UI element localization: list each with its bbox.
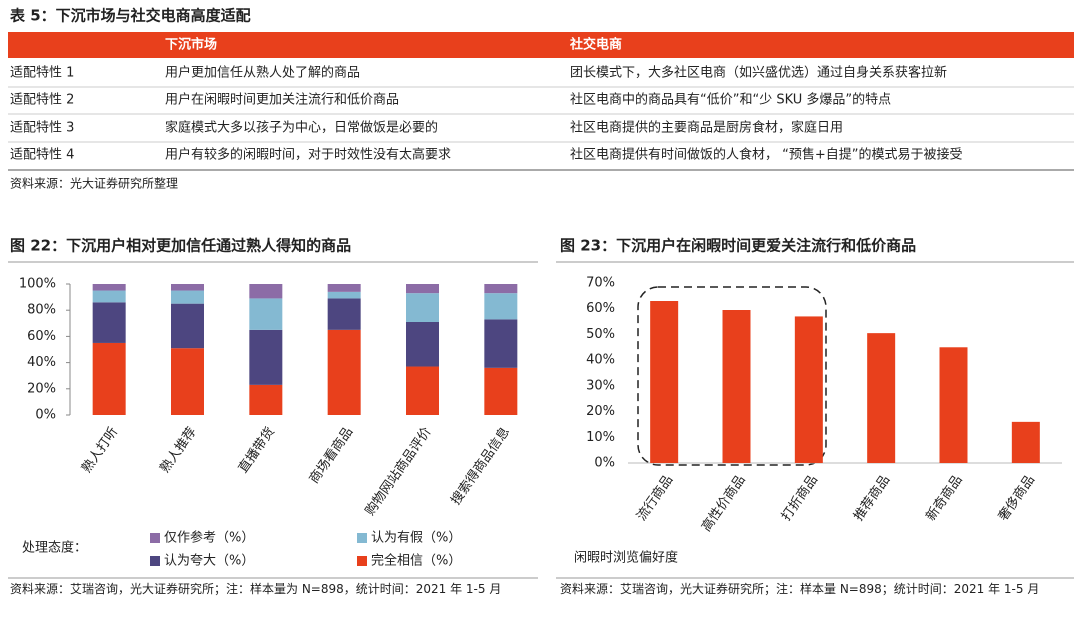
- bar-segment: [92, 342, 126, 415]
- x-tick-label: 奢侈商品: [996, 473, 1038, 524]
- x-tick-label: 熟人推荐: [157, 424, 200, 476]
- table-header-bg: [8, 32, 1074, 58]
- bar-segment: [249, 284, 283, 299]
- x-tick-label: 流行商品: [634, 473, 676, 524]
- y-tick-label: 10%: [586, 430, 615, 445]
- table-header: 社交电商: [569, 37, 622, 53]
- y-tick-label: 0%: [35, 408, 56, 423]
- x-tick-label: 高性价商品: [698, 472, 748, 534]
- y-tick-label: 20%: [586, 404, 615, 419]
- bar: [722, 310, 751, 463]
- table-header: 下沉市场: [165, 37, 217, 53]
- bar-segment: [406, 293, 439, 322]
- bar: [867, 333, 896, 463]
- bar-segment: [484, 367, 518, 415]
- x-tick-label: 商场看商品: [306, 424, 356, 486]
- bar-segment: [171, 290, 204, 304]
- table-source: 资料来源：光大证券研究所整理: [10, 176, 178, 191]
- x-tick-label: 新奇商品: [923, 472, 966, 524]
- table-cell: 社区电商提供有时间做饭的人食材， “预售+自提”的模式易于被接受: [570, 147, 963, 163]
- x-tick-label: 搜索得商品信息: [448, 424, 513, 508]
- bar-segment: [327, 329, 361, 415]
- bar-segment: [484, 293, 518, 320]
- x-tick-label: 购物网站商品评价: [362, 424, 435, 518]
- table-cell: 社区电商中的商品具有“低价”和“少 SKU 多爆品”的特点: [570, 92, 891, 108]
- bar: [794, 316, 823, 463]
- table-cell: 社区电商提供的主要商品是厨房食材，家庭日用: [570, 120, 843, 136]
- y-tick-label: 40%: [586, 353, 615, 368]
- legend-label: 完全相信（%）: [371, 553, 461, 569]
- y-tick-label: 100%: [19, 277, 56, 292]
- legend-title: 处理态度：: [22, 540, 87, 556]
- chart-source: 资料来源：艾瑞咨询，光大证券研究所；注：样本量为 N=898，统计时间：2021…: [10, 582, 502, 596]
- chart-title: 图 22：下沉用户相对更加信任通过熟人得知的商品: [10, 237, 351, 255]
- legend-swatch: [150, 533, 160, 543]
- legend-swatch: [357, 556, 367, 566]
- bar-segment: [406, 284, 439, 294]
- y-tick-label: 40%: [27, 355, 56, 370]
- x-tick-label: 打折商品: [779, 473, 821, 524]
- bar-segment: [92, 284, 126, 291]
- bar-segment: [327, 284, 361, 292]
- chart-title: 图 23：下沉用户在闲暇时间更爱关注流行和低价商品: [560, 237, 916, 255]
- bar-segment: [171, 284, 204, 291]
- legend-label: 仅作参考（%）: [164, 530, 254, 546]
- x-tick-label: 直播带货: [235, 424, 278, 476]
- y-tick-label: 20%: [27, 381, 56, 396]
- table-cell: 团长模式下，大多社区电商（如兴盛优选）通过自身关系获客拉新: [570, 65, 947, 81]
- y-tick-label: 30%: [586, 378, 615, 393]
- table-cell: 用户更加信任从熟人处了解的商品: [165, 65, 360, 81]
- bar-segment: [171, 348, 204, 415]
- bar: [939, 347, 968, 463]
- bar-segment: [484, 319, 518, 368]
- y-tick-label: 60%: [586, 301, 615, 316]
- y-tick-label: 0%: [594, 456, 615, 471]
- bar-segment: [249, 384, 283, 415]
- highlight-box: [637, 286, 827, 466]
- table-cell: 用户在闲暇时间更加关注流行和低价商品: [165, 92, 399, 108]
- table-cell: 用户有较多的闲暇时间，对于时效性没有太高要求: [165, 147, 451, 163]
- legend-label: 认为有假（%）: [371, 531, 461, 546]
- bar-segment: [92, 302, 126, 343]
- bar: [650, 301, 679, 463]
- y-tick-label: 60%: [27, 329, 56, 344]
- bar-segment: [406, 321, 439, 367]
- bar-segment: [249, 298, 283, 330]
- x-axis-label: 闲暇时浏览偏好度: [574, 550, 678, 566]
- table-cell: 家庭模式大多以孩子为中心，日常做饭是必要的: [165, 120, 438, 136]
- chart-source: 资料来源：艾瑞咨询，光大证券研究所；注：样本量 N=898；统计时间：2021 …: [560, 582, 1040, 596]
- legend-swatch: [150, 556, 160, 566]
- table-cell: 适配特性 1: [10, 66, 74, 81]
- bar-segment: [406, 366, 439, 415]
- table-cell: 适配特性 2: [10, 93, 74, 108]
- table-title: 表 5：下沉市场与社交电商高度适配: [10, 7, 251, 25]
- y-tick-label: 50%: [586, 327, 615, 342]
- x-tick-label: 熟人打听: [78, 424, 121, 476]
- legend-swatch: [357, 533, 367, 543]
- table-cell: 适配特性 4: [10, 148, 74, 163]
- bar-segment: [171, 303, 204, 349]
- bar-segment: [327, 298, 361, 330]
- bar-segment: [327, 291, 361, 299]
- bar-segment: [484, 284, 518, 294]
- table-cell: 适配特性 3: [10, 121, 74, 136]
- legend-label: 认为夸大（%）: [164, 554, 254, 569]
- bar-segment: [92, 290, 126, 303]
- y-tick-label: 70%: [586, 276, 615, 291]
- bar-segment: [249, 329, 283, 385]
- y-tick-label: 80%: [27, 303, 56, 318]
- bar: [1011, 421, 1040, 463]
- x-tick-label: 推荐商品: [851, 473, 893, 524]
